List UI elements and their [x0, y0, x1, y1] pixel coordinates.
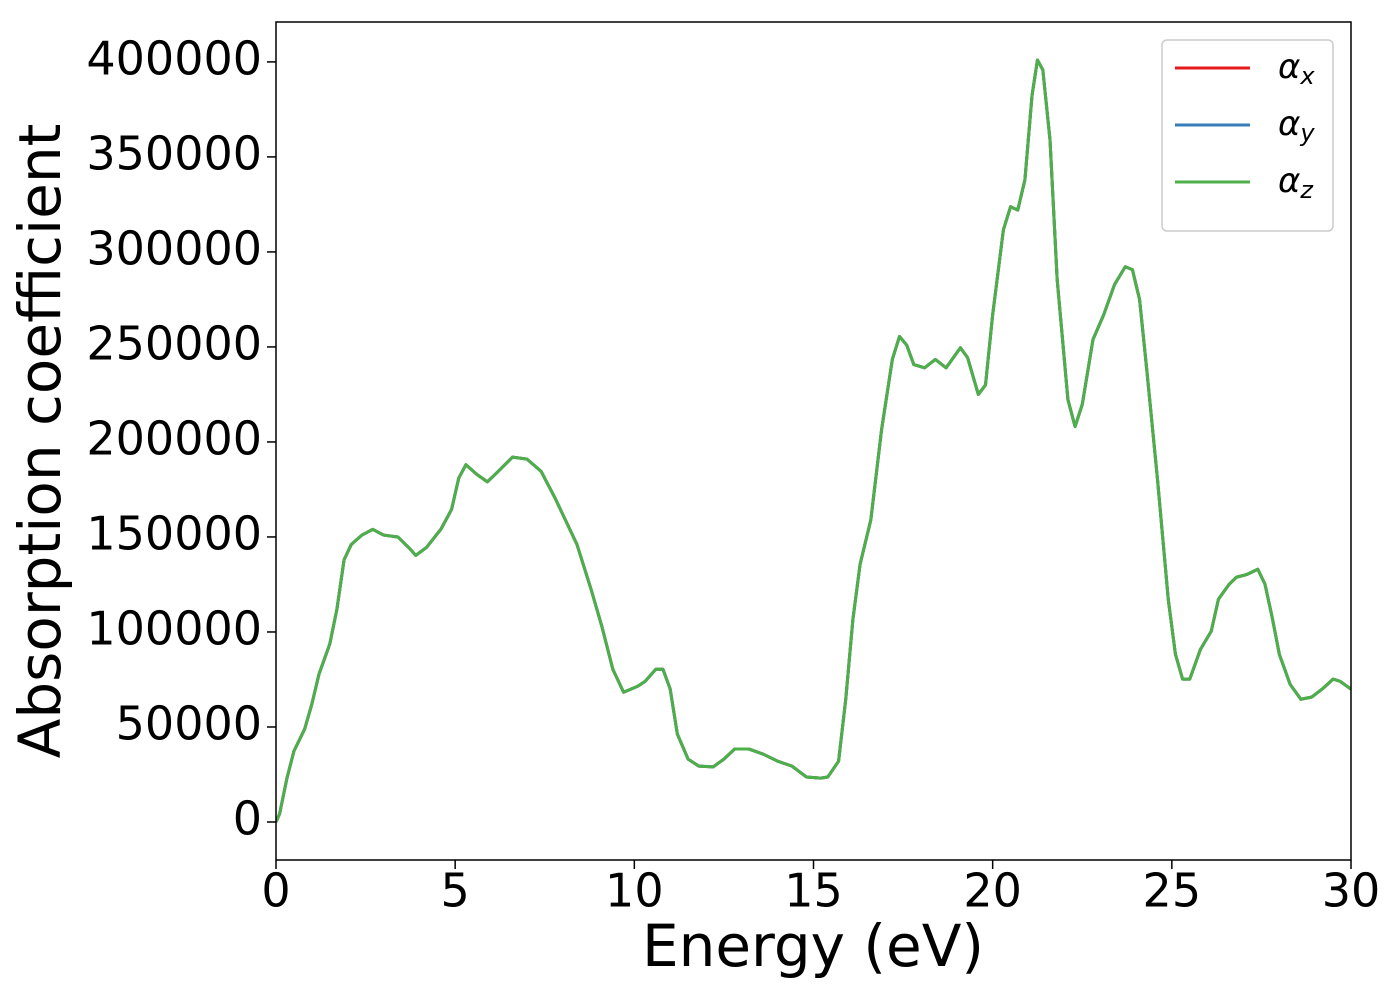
x-tick-label: 15: [784, 864, 843, 918]
x-tick-label: 10: [605, 864, 664, 918]
y-tick-label: 0: [233, 791, 262, 845]
y-tick-label: 300000: [86, 221, 262, 275]
line-series: [276, 58, 1351, 823]
x-tick-label: 5: [441, 864, 470, 918]
y-tick-label: 350000: [86, 126, 262, 180]
y-tick-label: 50000: [116, 696, 262, 750]
y-tick-label: 200000: [86, 411, 262, 465]
y-tick-label: 400000: [86, 31, 262, 85]
x-tick-label: 20: [963, 864, 1022, 918]
x-axis-label: Energy (eV): [642, 912, 984, 980]
plot-frame: [275, 21, 1352, 861]
legend-label: αz: [1278, 161, 1314, 205]
x-tick-label: 30: [1322, 864, 1381, 918]
legend-label: αx: [1278, 47, 1315, 91]
y-tick-label: 100000: [86, 601, 262, 655]
y-axis-label: Absorption coefficient: [6, 124, 74, 759]
y-tick-label: 150000: [86, 506, 262, 560]
x-tick-label: 25: [1143, 864, 1202, 918]
x-tick-label: 0: [261, 864, 290, 918]
y-tick-label: 250000: [86, 316, 262, 370]
legend-label: αy: [1278, 104, 1315, 148]
